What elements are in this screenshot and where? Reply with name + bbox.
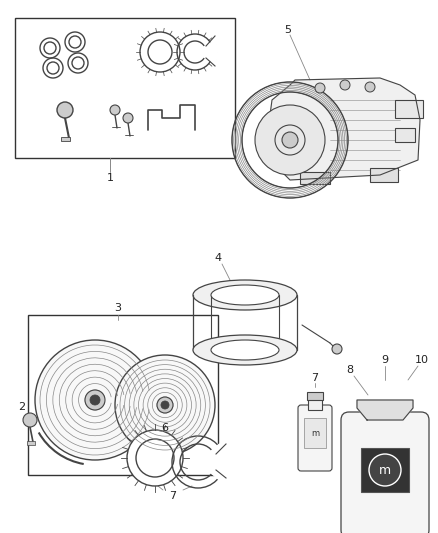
- Bar: [308, 398, 322, 410]
- Wedge shape: [210, 444, 226, 480]
- Bar: [361, 448, 409, 492]
- Ellipse shape: [193, 280, 297, 310]
- Circle shape: [127, 430, 183, 486]
- Text: 7: 7: [170, 491, 177, 501]
- Circle shape: [90, 395, 100, 405]
- Text: 10: 10: [415, 355, 429, 365]
- Text: 9: 9: [381, 355, 389, 365]
- Wedge shape: [203, 41, 218, 63]
- Bar: [61, 137, 70, 141]
- Text: 6: 6: [162, 423, 169, 433]
- Text: 1: 1: [106, 173, 113, 183]
- Circle shape: [57, 102, 73, 118]
- Text: 5: 5: [285, 25, 292, 35]
- Circle shape: [136, 439, 174, 477]
- Circle shape: [115, 355, 215, 455]
- Circle shape: [157, 397, 173, 413]
- Text: 7: 7: [311, 373, 318, 383]
- Bar: [395, 100, 423, 118]
- Bar: [370, 168, 398, 182]
- Bar: [304, 418, 326, 448]
- Text: 3: 3: [114, 303, 121, 313]
- Text: 8: 8: [346, 365, 353, 375]
- Circle shape: [315, 83, 325, 93]
- FancyBboxPatch shape: [341, 412, 429, 533]
- Circle shape: [255, 105, 325, 175]
- Text: m: m: [311, 429, 319, 438]
- Bar: [28, 315, 218, 475]
- Circle shape: [123, 113, 133, 123]
- Circle shape: [161, 401, 169, 409]
- Bar: [15, 18, 235, 158]
- Ellipse shape: [211, 285, 279, 305]
- Circle shape: [282, 132, 298, 148]
- Bar: [300, 172, 330, 184]
- Circle shape: [365, 82, 375, 92]
- Circle shape: [35, 340, 155, 460]
- Bar: [395, 128, 415, 142]
- Ellipse shape: [193, 335, 297, 365]
- Circle shape: [332, 344, 342, 354]
- FancyBboxPatch shape: [298, 405, 332, 471]
- Text: 2: 2: [18, 402, 25, 412]
- Circle shape: [85, 390, 105, 410]
- Circle shape: [110, 105, 120, 115]
- Bar: [307, 392, 323, 400]
- Bar: [27, 441, 35, 445]
- Circle shape: [369, 454, 401, 486]
- Polygon shape: [357, 400, 413, 420]
- Polygon shape: [268, 78, 420, 180]
- Text: m: m: [379, 464, 391, 477]
- Circle shape: [340, 80, 350, 90]
- Ellipse shape: [211, 340, 279, 360]
- Text: 4: 4: [215, 253, 222, 263]
- Circle shape: [23, 413, 37, 427]
